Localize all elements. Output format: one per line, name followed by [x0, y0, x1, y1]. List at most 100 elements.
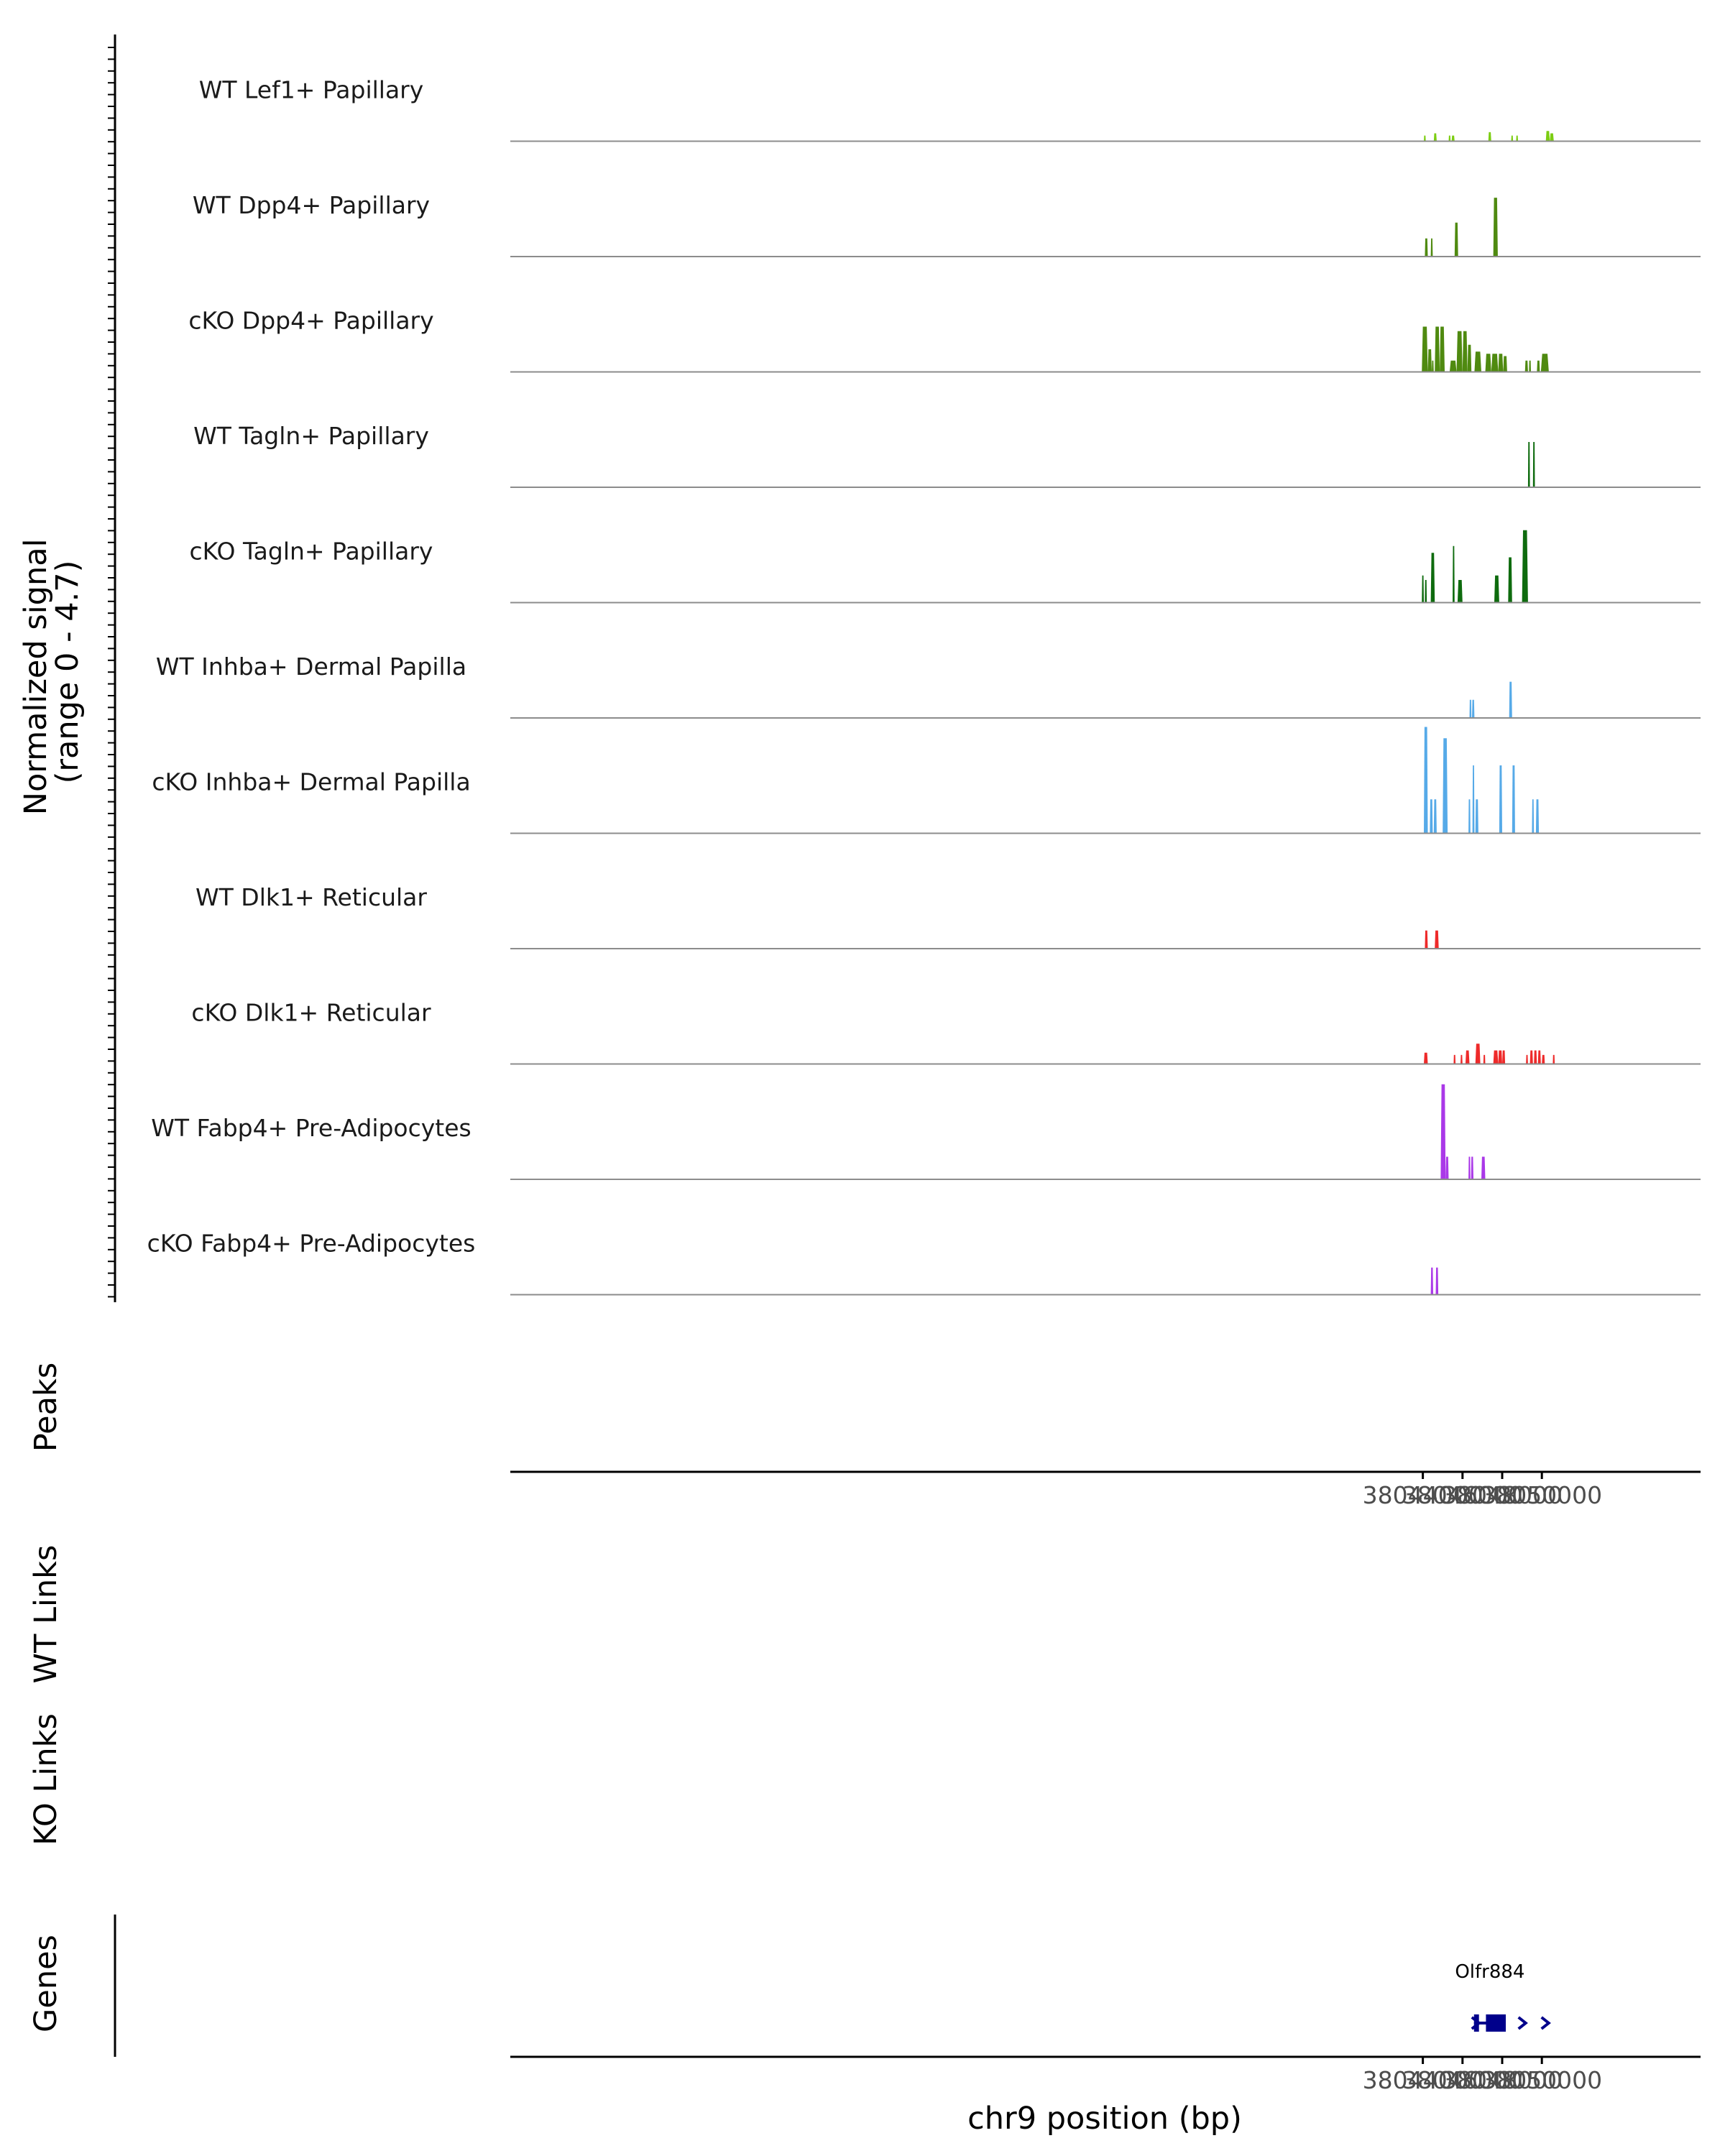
signal-peak: [1499, 765, 1502, 834]
signal-peak: [1425, 580, 1427, 603]
signal-peak: [1512, 765, 1515, 834]
track-label: cKO Inhba+ Dermal Papilla: [152, 768, 470, 796]
signal-peak: [1537, 360, 1540, 372]
signal-peak: [1465, 1050, 1470, 1064]
strand-arrow: [1540, 2016, 1551, 2030]
signal-peak: [1425, 930, 1428, 949]
x-tick-label: 38046000: [1402, 2066, 1523, 2094]
signal-peak: [1449, 360, 1457, 372]
track-cko-inhba-dermal-papilla: cKO Inhba+ Dermal Papilla: [152, 727, 1701, 834]
track-wt-lef1-papillary: WT Lef1+ Papillary: [199, 76, 1701, 142]
track-label: cKO Tagln+ Papillary: [190, 538, 433, 566]
signal-peak: [1540, 354, 1549, 372]
signal-peak: [1440, 1084, 1446, 1179]
signal-peak: [1530, 1050, 1533, 1064]
track-label: cKO Dpp4+ Papillary: [188, 307, 433, 335]
track-wt-inhba-dermal-papilla: WT Inhba+ Dermal Papilla: [156, 653, 1701, 719]
track-label: WT Inhba+ Dermal Papilla: [156, 653, 466, 681]
track-label: cKO Dlk1+ Reticular: [191, 999, 431, 1027]
signal-peak: [1532, 442, 1535, 487]
signal-peak: [1430, 553, 1435, 603]
x-tick-label: 38050000: [1481, 2066, 1602, 2094]
signal-peak: [1535, 799, 1540, 834]
gene-name-label: Olfr884: [1455, 1961, 1524, 1983]
track-cko-fabp4-pre-adipocytes: cKO Fabp4+ Pre-Adipocytes: [147, 1230, 1701, 1296]
signal-peak: [1451, 135, 1455, 142]
x-tick-label: 38044000: [1363, 1481, 1484, 1509]
signal-peak: [1440, 326, 1445, 372]
signal-peak: [1494, 575, 1499, 603]
signal-peak: [1448, 135, 1451, 142]
signal-peak: [1467, 344, 1472, 372]
signal-peak: [1430, 799, 1433, 834]
signal-peak: [1435, 326, 1440, 372]
x-tick-label: 38044000: [1363, 2066, 1484, 2094]
signal-peak: [1516, 135, 1519, 142]
y-axis-title-line1: Normalized signal: [18, 538, 54, 815]
signal-peak: [1453, 1054, 1456, 1064]
signal-peak: [1474, 351, 1481, 372]
y-axis-title: Normalized signal (range 0 - 4.7): [18, 529, 86, 815]
ko-links-panel-label: KO Links: [28, 1713, 64, 1846]
signal-peak: [1534, 1050, 1537, 1064]
gene-model: Olfr884: [1455, 1961, 1551, 2032]
genes-panel-label: Genes: [28, 1935, 64, 2032]
signal-peak: [1552, 1054, 1555, 1064]
signal-peak: [1524, 360, 1528, 372]
signal-peak: [1529, 360, 1531, 372]
signal-peak: [1430, 238, 1433, 257]
track-label: WT Lef1+ Papillary: [199, 76, 424, 104]
signal-peak: [1493, 1050, 1499, 1064]
signal-peak: [1453, 545, 1455, 603]
signal-peak: [1443, 738, 1448, 834]
signal-peak: [1498, 1050, 1502, 1064]
signal-peak: [1550, 133, 1554, 142]
signal-peak: [1488, 132, 1491, 142]
signal-peak: [1433, 799, 1437, 834]
signal-peak: [1485, 354, 1491, 372]
signal-peak: [1545, 131, 1550, 142]
signal-peak: [1509, 681, 1512, 718]
signal-peak: [1542, 1054, 1545, 1064]
signal-peak: [1445, 1156, 1449, 1179]
x-tick-label: 38050000: [1481, 1481, 1602, 1509]
track-label: WT Fabp4+ Pre-Adipocytes: [151, 1114, 471, 1142]
signal-peak: [1475, 799, 1478, 834]
x-axis-title: chr9 position (bp): [967, 2101, 1242, 2137]
signal-peak: [1472, 765, 1475, 834]
track-cko-dlk1-reticular: cKO Dlk1+ Reticular: [191, 999, 1701, 1065]
signal-peak: [1468, 799, 1471, 834]
signal-peak: [1526, 1054, 1528, 1064]
signal-peak: [1435, 930, 1439, 949]
signal-peak: [1498, 354, 1504, 372]
signal-peak: [1432, 360, 1434, 372]
signal-peak: [1460, 1054, 1463, 1064]
signal-peak: [1483, 1054, 1486, 1064]
gene-exon: [1473, 2014, 1479, 2032]
signal-peak: [1532, 799, 1535, 834]
track-wt-dpp4-papillary: WT Dpp4+ Papillary: [193, 191, 1701, 257]
peaks-panel-label: Peaks: [28, 1363, 64, 1452]
signal-peak: [1522, 530, 1528, 603]
signal-peak: [1502, 1050, 1506, 1064]
signal-peak: [1424, 727, 1428, 834]
signal-peak: [1472, 699, 1475, 718]
signal-peak: [1503, 356, 1507, 372]
signal-peak: [1511, 135, 1514, 142]
x-tick-label: 38048000: [1442, 2066, 1563, 2094]
track-wt-tagln-papillary: WT Tagln+ Papillary: [193, 422, 1701, 488]
signal-peak: [1433, 133, 1437, 142]
signal-peak: [1469, 699, 1472, 718]
signal-peak: [1422, 326, 1428, 372]
signal-peak: [1537, 1050, 1541, 1064]
track-cko-dpp4-papillary: cKO Dpp4+ Papillary: [188, 307, 1701, 373]
signal-peak: [1491, 354, 1499, 372]
signal-peak: [1462, 331, 1468, 372]
signal-peak: [1424, 135, 1426, 142]
track-wt-fabp4-pre-adipocytes: WT Fabp4+ Pre-Adipocytes: [151, 1084, 1701, 1180]
coverage-tracks: WT Lef1+ Papillary WT Dpp4+ Papillary cKO …: [147, 76, 1701, 1296]
y-axis-title-line2: (range 0 - 4.7): [50, 561, 86, 784]
